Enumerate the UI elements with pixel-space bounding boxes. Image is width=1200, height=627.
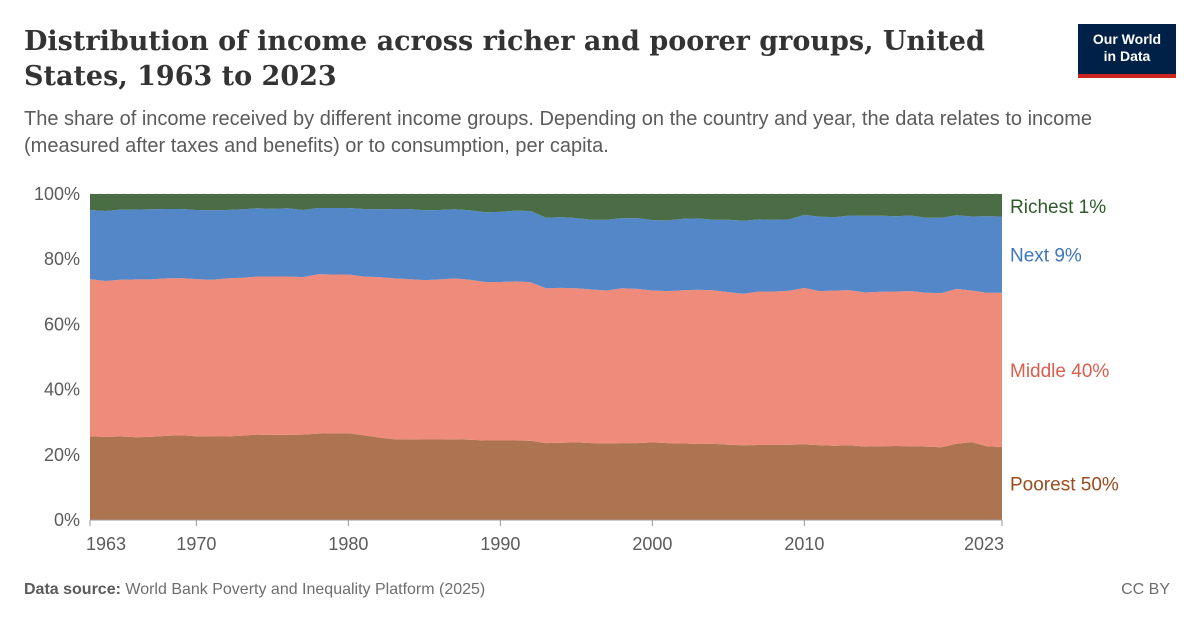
series-label-next-9-: Next 9% [1010,246,1082,267]
series-label-richest-1-: Richest 1% [1010,197,1106,218]
y-tick-label: 60% [44,314,80,334]
data-source-text: World Bank Poverty and Inequality Platfo… [125,581,486,598]
x-tick-label: 1963 [86,534,126,554]
area-poorest-50-[interactable] [90,433,1002,520]
owid-logo[interactable]: Our World in Data [1078,24,1176,78]
x-tick-label: 1990 [480,534,520,554]
y-tick-label: 100% [34,184,80,204]
data-source: Data source: World Bank Poverty and Ineq… [24,581,485,599]
chart-subtitle: The share of income received by differen… [24,108,1093,157]
series-label-poorest-50-: Poorest 50% [1010,474,1119,495]
x-tick-label: 1970 [176,534,216,554]
data-source-label: Data source: [24,581,121,598]
logo-line-1: Our World [1092,31,1162,47]
series-labels: Poorest 50% Middle 40% Next 9% Richest 1% [1010,197,1119,495]
x-tick-label: 2023 [964,534,1004,554]
y-tick-label: 80% [44,249,80,269]
y-tick-label: 40% [44,380,80,400]
axes: 0% 20% 40% 60% 80% 100% 1963 1970 1980 1990 2000 20… [34,184,1004,554]
y-tick-label: 0% [54,510,80,530]
chart-title: Distribution of income across richer and… [24,26,985,92]
area-series [90,194,1002,520]
logo-line-2: in Data [1103,48,1151,64]
area-richest-1-[interactable] [90,194,1002,221]
x-tick-label: 1980 [328,534,368,554]
license[interactable]: CC BY [1121,581,1170,598]
series-label-middle-40-: Middle 40% [1010,361,1109,382]
area-middle-40-[interactable] [90,274,1002,448]
area-next-9-[interactable] [90,208,1002,294]
x-tick-label: 2010 [784,534,824,554]
x-tick-label: 2000 [632,534,672,554]
y-tick-label: 20% [44,445,80,465]
